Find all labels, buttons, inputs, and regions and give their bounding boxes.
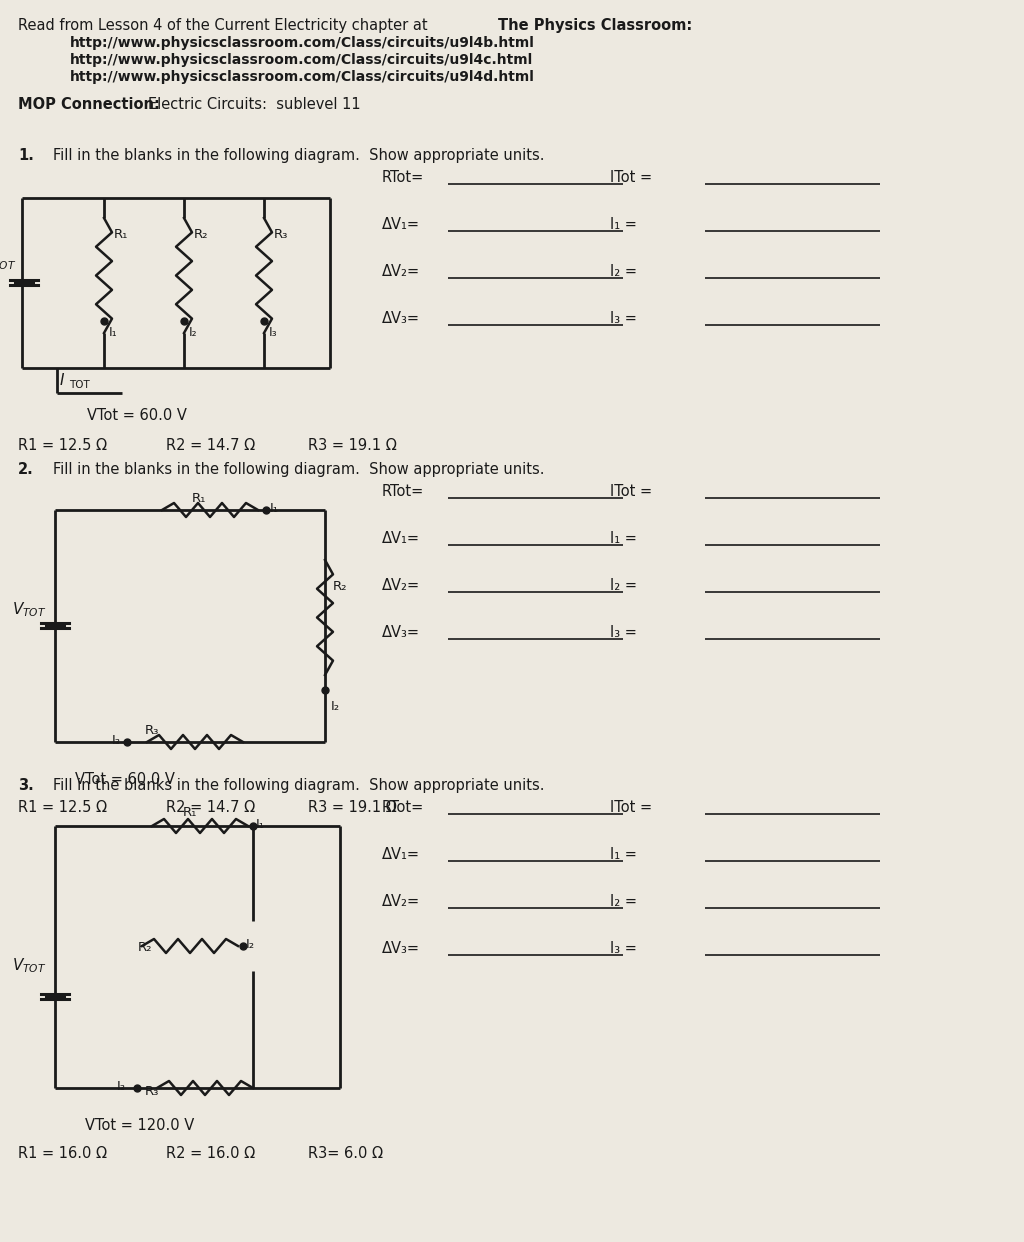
Text: ΔV₁=: ΔV₁= <box>382 217 420 232</box>
Text: Fill in the blanks in the following diagram.  Show appropriate units.: Fill in the blanks in the following diag… <box>53 462 545 477</box>
Text: VTot = 60.0 V: VTot = 60.0 V <box>87 409 186 424</box>
Text: RTot=: RTot= <box>382 800 424 815</box>
Text: http://www.physicsclassroom.com/Class/circuits/u9l4d.html: http://www.physicsclassroom.com/Class/ci… <box>70 70 535 84</box>
Text: TOT: TOT <box>69 380 90 390</box>
Text: I₂: I₂ <box>331 700 340 713</box>
Text: RTot=: RTot= <box>382 170 424 185</box>
Text: VTot = 120.0 V: VTot = 120.0 V <box>85 1118 195 1133</box>
Text: I₃ =: I₃ = <box>610 310 637 325</box>
Text: 3.: 3. <box>18 777 34 792</box>
Text: R₂: R₂ <box>194 229 209 241</box>
Text: I: I <box>60 373 65 388</box>
Text: ΔV₂=: ΔV₂= <box>382 578 420 592</box>
Text: 2.: 2. <box>18 462 34 477</box>
Text: ΔV₃=: ΔV₃= <box>382 310 420 325</box>
Text: R2 = 16.0 Ω: R2 = 16.0 Ω <box>166 1146 255 1161</box>
Text: $V_{TOT}$: $V_{TOT}$ <box>0 253 17 272</box>
Text: I₂: I₂ <box>246 938 255 951</box>
Text: R3= 6.0 Ω: R3= 6.0 Ω <box>308 1146 383 1161</box>
Text: ITot =: ITot = <box>610 170 652 185</box>
Text: I₃: I₃ <box>117 1081 126 1093</box>
Text: The Physics Classroom:: The Physics Classroom: <box>498 17 692 34</box>
Text: I₁ =: I₁ = <box>610 847 637 862</box>
Text: ΔV₂=: ΔV₂= <box>382 894 420 909</box>
Text: I₁: I₁ <box>109 325 118 339</box>
Text: I₂ =: I₂ = <box>610 265 637 279</box>
Text: VTot = 60.0 V: VTot = 60.0 V <box>75 773 175 787</box>
Text: R1 = 16.0 Ω: R1 = 16.0 Ω <box>18 1146 106 1161</box>
Text: I₃ =: I₃ = <box>610 625 637 640</box>
Text: ΔV₃=: ΔV₃= <box>382 941 420 956</box>
Text: ΔV₁=: ΔV₁= <box>382 847 420 862</box>
Text: R₂: R₂ <box>333 580 347 592</box>
Text: R2 = 14.7 Ω: R2 = 14.7 Ω <box>166 800 255 815</box>
Text: I₁ =: I₁ = <box>610 217 637 232</box>
Text: I₃: I₃ <box>269 325 278 339</box>
Text: 1.: 1. <box>18 148 34 163</box>
Text: ΔV₂=: ΔV₂= <box>382 265 420 279</box>
Text: I₂: I₂ <box>189 325 198 339</box>
Text: R3 = 19.1 Ω: R3 = 19.1 Ω <box>308 438 396 453</box>
Text: ITot =: ITot = <box>610 484 652 499</box>
Text: I₁: I₁ <box>270 502 279 515</box>
Text: R1 = 12.5 Ω: R1 = 12.5 Ω <box>18 438 106 453</box>
Text: R3 = 19.1 Ω: R3 = 19.1 Ω <box>308 800 396 815</box>
Text: Fill in the blanks in the following diagram.  Show appropriate units.: Fill in the blanks in the following diag… <box>53 777 545 792</box>
Text: http://www.physicsclassroom.com/Class/circuits/u9l4b.html: http://www.physicsclassroom.com/Class/ci… <box>70 36 535 50</box>
Text: ΔV₃=: ΔV₃= <box>382 625 420 640</box>
Text: R₂: R₂ <box>138 941 153 954</box>
Text: ITot =: ITot = <box>610 800 652 815</box>
Text: MOP Connection:: MOP Connection: <box>18 97 160 112</box>
Text: I₃: I₃ <box>112 734 121 746</box>
Text: R₃: R₃ <box>145 1086 160 1098</box>
Text: R₃: R₃ <box>145 724 160 737</box>
Text: RTot=: RTot= <box>382 484 424 499</box>
Text: Electric Circuits:  sublevel 11: Electric Circuits: sublevel 11 <box>148 97 360 112</box>
Text: R₃: R₃ <box>274 229 289 241</box>
Text: Read from Lesson 4 of the Current Electricity chapter at: Read from Lesson 4 of the Current Electr… <box>18 17 432 34</box>
Text: R1 = 12.5 Ω: R1 = 12.5 Ω <box>18 800 106 815</box>
Text: I₂ =: I₂ = <box>610 578 637 592</box>
Text: I₃ =: I₃ = <box>610 941 637 956</box>
Text: I₁: I₁ <box>256 818 265 831</box>
Text: I₂ =: I₂ = <box>610 894 637 909</box>
Text: Fill in the blanks in the following diagram.  Show appropriate units.: Fill in the blanks in the following diag… <box>53 148 545 163</box>
Text: $V_{TOT}$: $V_{TOT}$ <box>12 956 47 975</box>
Text: $V_{TOT}$: $V_{TOT}$ <box>12 600 47 619</box>
Text: R₁: R₁ <box>193 492 207 505</box>
Text: R₁: R₁ <box>183 806 198 818</box>
Text: ΔV₁=: ΔV₁= <box>382 532 420 546</box>
Text: I₁ =: I₁ = <box>610 532 637 546</box>
Text: R2 = 14.7 Ω: R2 = 14.7 Ω <box>166 438 255 453</box>
Text: R₁: R₁ <box>114 229 128 241</box>
Text: http://www.physicsclassroom.com/Class/circuits/u9l4c.html: http://www.physicsclassroom.com/Class/ci… <box>70 53 534 67</box>
